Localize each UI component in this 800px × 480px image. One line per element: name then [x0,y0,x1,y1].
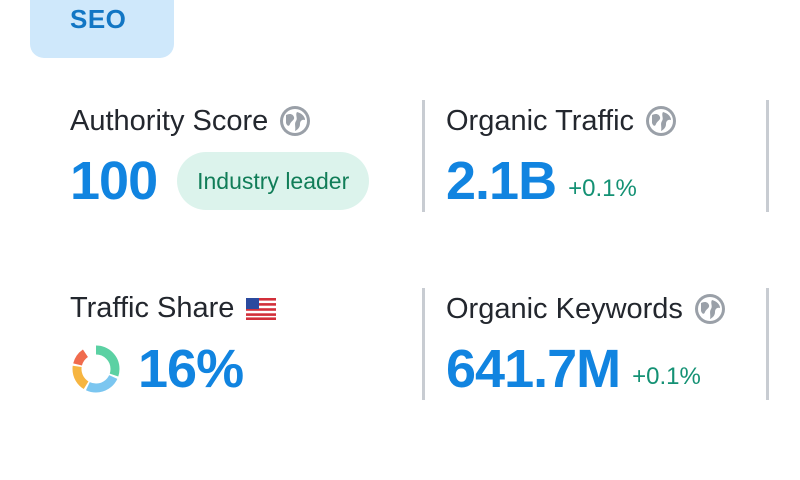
organic-traffic-delta: +0.1% [568,175,637,202]
traffic-share-title: Traffic Share [70,292,277,325]
traffic-share-label: Traffic Share [70,292,235,324]
organic-keywords-label: Organic Keywords [446,292,683,325]
seo-tab[interactable]: SEO [30,0,174,58]
organic-keywords-value-row: 641.7M +0.1% [446,338,701,400]
donut-chart-icon [72,345,120,393]
traffic-share-value-row: 16% [70,338,244,400]
authority-score-value: 100 [70,151,158,211]
globe-icon[interactable] [278,104,312,138]
organic-keywords-delta: +0.1% [632,363,701,390]
divider [422,100,425,212]
authority-score-value-row: 100 Industry leader [70,150,370,212]
organic-keywords-title: Organic Keywords [446,292,727,326]
organic-traffic-value[interactable]: 2.1B [446,151,557,211]
divider [766,288,769,400]
organic-traffic-value-row: 2.1B +0.1% [446,150,637,212]
divider [422,288,425,400]
authority-score-label: Authority Score [70,104,269,137]
divider [766,100,769,212]
organic-traffic-title: Organic Traffic [446,104,678,138]
authority-score-title: Authority Score [70,104,312,138]
industry-leader-badge: Industry leader [177,152,370,210]
organic-traffic-label: Organic Traffic [446,104,635,137]
us-flag-icon [246,297,277,320]
traffic-share-value: 16% [138,339,244,399]
globe-icon[interactable] [693,292,727,326]
globe-icon[interactable] [644,104,678,138]
organic-keywords-value[interactable]: 641.7M [446,339,621,399]
seo-tab-label: SEO [70,4,127,34]
